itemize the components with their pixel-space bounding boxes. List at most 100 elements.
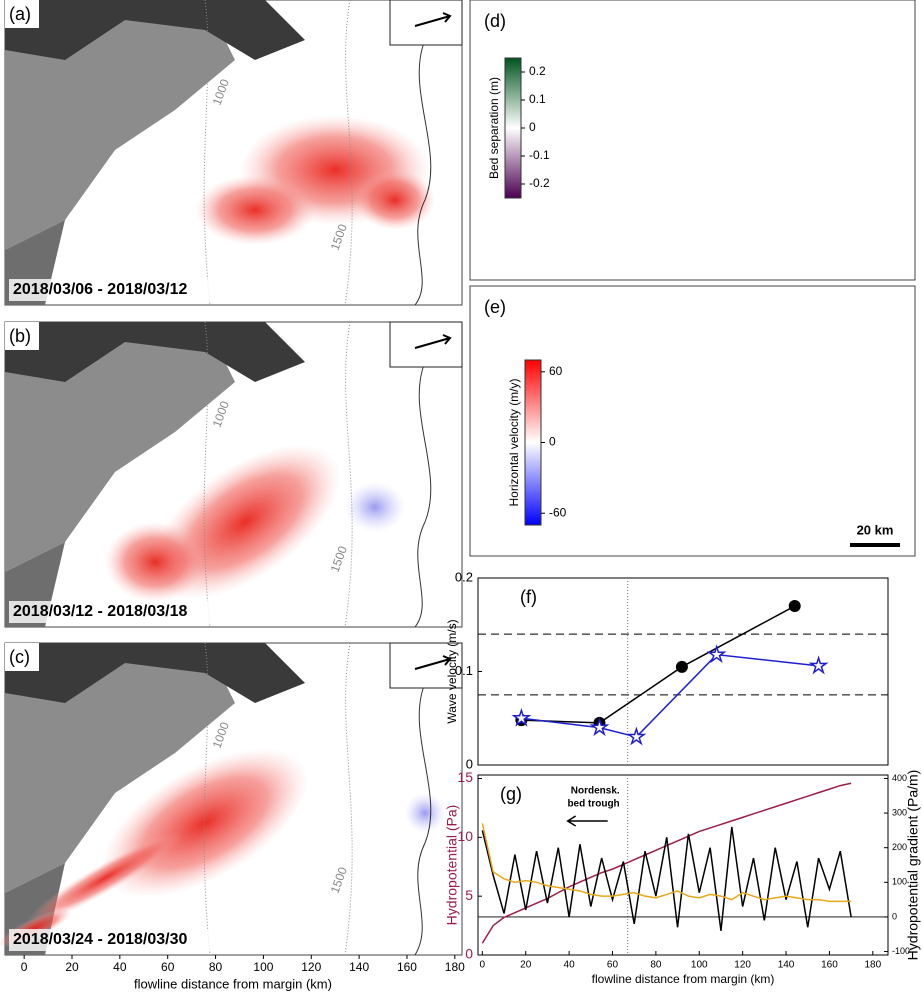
contour-line [344, 321, 353, 628]
colorbar-tick-label: -60 [549, 505, 567, 519]
annotation: Nordensk. [571, 786, 620, 797]
velocity-anomaly [26, 831, 184, 925]
y-axis-label: Hydropotential (Pa) [444, 805, 460, 926]
x-tick-label: 160 [397, 960, 417, 974]
data-point [626, 726, 647, 746]
data-point [788, 600, 801, 613]
rock-area [5, 322, 305, 382]
series-line [481, 826, 852, 931]
colorbar-tick-label: 60 [549, 364, 563, 378]
x-tick-label: 0 [480, 960, 486, 971]
annotation-arrow [566, 815, 608, 827]
x-tick-label: 20 [65, 960, 79, 974]
y2-axis-label: Hydropotential gradient (Pa/m) [905, 770, 921, 961]
flow-arrow [414, 655, 452, 670]
colorbar-tick-label: -0.2 [529, 176, 550, 190]
y-tick-label: 0.1 [455, 663, 473, 678]
colorbar-tick-label: 0.2 [529, 64, 546, 78]
y-tick-label: 0.2 [455, 569, 473, 584]
annotation: bed trough [567, 799, 619, 810]
velocity-anomaly [195, 175, 315, 245]
series-line [481, 823, 852, 903]
label-bg [5, 322, 39, 350]
contour-line [203, 321, 211, 628]
y-tick-label: 10 [457, 828, 473, 844]
colorbar-tick-label: 0.1 [529, 92, 546, 106]
series-line [481, 782, 852, 944]
x-tick-label: 140 [778, 960, 795, 971]
map-dates: 2018/03/12 - 2018/03/18 [13, 603, 187, 620]
y-axis-label: Wave velocity (m/s) [445, 619, 459, 723]
x-tick-label: 100 [253, 960, 273, 974]
x-tick-label: 0 [21, 960, 28, 974]
scale-label: 20 km [857, 522, 894, 537]
y-tick-label: 5 [465, 887, 473, 903]
date-bg [9, 279, 259, 301]
label-bg [5, 0, 39, 28]
y2-tick-label: 100 [892, 877, 907, 887]
contour-line [203, 642, 211, 956]
flow-arrow [414, 334, 452, 349]
colorbar-tick-label: 0 [529, 120, 536, 134]
map-background [469, 0, 916, 281]
data-point [589, 717, 610, 737]
data-point [706, 644, 727, 664]
y2-tick-label: 400 [892, 773, 907, 783]
rock-area [5, 643, 305, 703]
panel-label: (c) [9, 647, 30, 667]
velocity-anomaly [345, 482, 405, 532]
panel-label: (b) [9, 326, 31, 346]
x-tick-label: 60 [161, 960, 175, 974]
map-background [469, 285, 916, 557]
y2-tick-label: 200 [892, 842, 907, 852]
colorbar-label: Horizontal velocity (m/y) [507, 378, 521, 506]
margin-line [414, 682, 432, 956]
rock-area [5, 0, 305, 60]
x-tick-label: 80 [650, 960, 662, 971]
x-axis-label: flowline distance from margin (km) [134, 976, 332, 991]
y2-tick-label: 0 [892, 911, 897, 921]
data-point [511, 707, 532, 727]
series-line [521, 653, 819, 738]
x-tick-label: 120 [301, 960, 321, 974]
y2-tick-label: -100 [892, 946, 910, 956]
velocity-anomaly [355, 170, 435, 230]
colorbar [504, 57, 522, 199]
panel-label: (d) [484, 11, 506, 31]
flow-arrow [414, 12, 452, 27]
map-dates: 2018/03/06 - 2018/03/12 [13, 281, 187, 298]
date-bg [9, 601, 259, 623]
y-tick-label: 15 [457, 769, 473, 785]
colorbar-label: Bed separation (m) [487, 77, 501, 179]
x-tick-label: 140 [349, 960, 369, 974]
x-tick-label: 20 [520, 960, 532, 971]
label-bg [5, 643, 39, 671]
y2-tick-label: 300 [892, 807, 907, 817]
panel-label: (e) [484, 297, 506, 317]
contour-line [203, 0, 211, 306]
x-tick-label: 100 [691, 960, 708, 971]
rock-area [5, 322, 235, 572]
date-bg [9, 929, 259, 951]
x-tick-label: 180 [445, 960, 465, 974]
margin-line [414, 361, 432, 628]
data-point [808, 655, 829, 675]
colorbar-tick-label: -0.1 [529, 148, 550, 162]
x-axis-label: flowline distance from margin (km) [592, 972, 775, 986]
contour-line [344, 0, 353, 306]
x-tick-label: 120 [734, 960, 751, 971]
panel-label: (f) [520, 587, 537, 607]
plot-frame [477, 774, 889, 956]
y-tick-label: 0 [466, 756, 473, 771]
colorbar [524, 359, 542, 526]
x-tick-label: 160 [821, 960, 838, 971]
x-tick-label: 40 [113, 960, 127, 974]
x-tick-label: 40 [564, 960, 576, 971]
x-tick-label: 60 [607, 960, 619, 971]
panel-label: (a) [9, 4, 31, 24]
x-tick-label: 180 [864, 960, 881, 971]
